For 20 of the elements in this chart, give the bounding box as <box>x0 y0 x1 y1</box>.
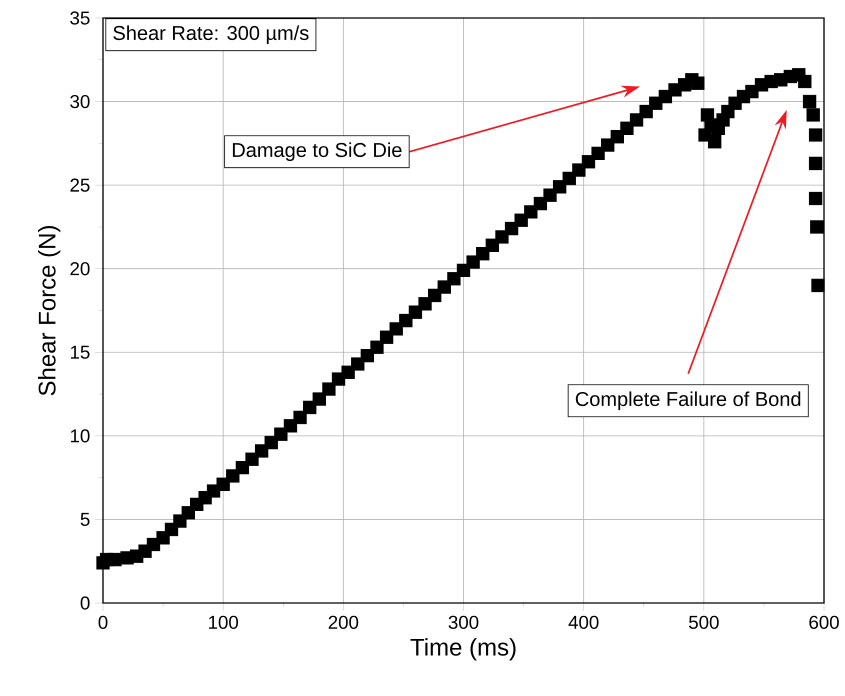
y-tick-label: 5 <box>80 512 90 526</box>
x-tick-label: 0 <box>98 616 108 629</box>
x-tick-label: 100 <box>209 616 238 629</box>
y-tick-label: 30 <box>70 94 90 108</box>
x-tick-label: 400 <box>568 616 599 629</box>
y-tick-label: 15 <box>70 346 90 359</box>
x-tick-label: 600 <box>809 616 839 629</box>
x-tick-label: 300 <box>448 616 478 629</box>
y-tick-label: 10 <box>70 429 90 442</box>
y-axis-title: Shear Force (N) <box>38 226 60 396</box>
y-tick-label: 25 <box>70 178 90 192</box>
annotation: Complete Failure of Bond <box>576 391 800 410</box>
annotation: Damage to SiC Die <box>232 142 402 162</box>
y-tick-label: 0 <box>80 596 90 610</box>
y-tick-label: 20 <box>70 262 90 276</box>
annotation: Shear Rate: 300 µm/s <box>113 25 309 44</box>
x-tick-label: 200 <box>328 616 358 629</box>
y-tick-label: 35 <box>70 11 90 25</box>
x-axis-title: Time (ms) <box>410 638 516 660</box>
x-tick-label: 500 <box>689 616 719 629</box>
